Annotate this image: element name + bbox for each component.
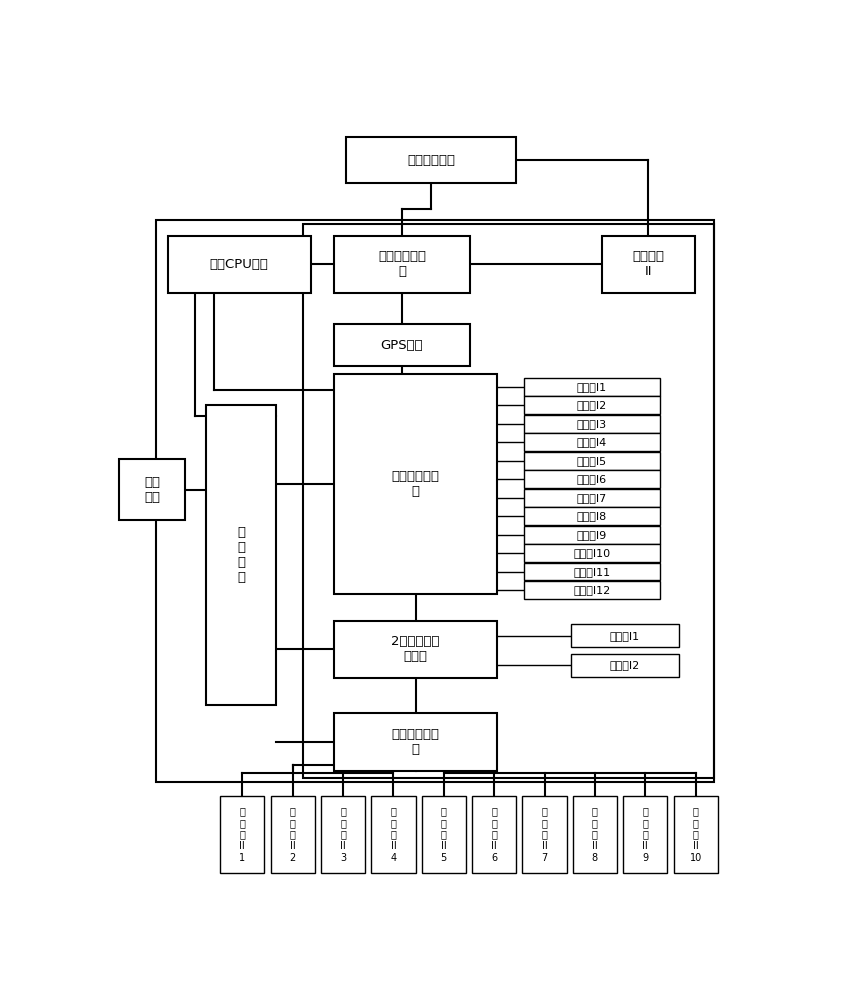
Text: 光接口I3: 光接口I3	[576, 419, 607, 429]
FancyBboxPatch shape	[571, 624, 679, 647]
Text: 光接口I8: 光接口I8	[576, 511, 607, 521]
Text: 电接口I2: 电接口I2	[609, 660, 640, 670]
FancyBboxPatch shape	[334, 713, 497, 771]
Text: 开
入
接
II
1: 开 入 接 II 1	[239, 806, 246, 863]
FancyBboxPatch shape	[167, 235, 311, 293]
Text: 开
入
接
II
10: 开 入 接 II 10	[690, 806, 702, 863]
FancyBboxPatch shape	[346, 137, 517, 183]
FancyBboxPatch shape	[522, 796, 566, 873]
Text: 电源
接口: 电源 接口	[144, 476, 160, 504]
Text: 光接口I2: 光接口I2	[576, 400, 607, 410]
FancyBboxPatch shape	[422, 796, 466, 873]
Text: 主机CPU模块: 主机CPU模块	[210, 258, 268, 271]
FancyBboxPatch shape	[524, 452, 660, 470]
FancyBboxPatch shape	[220, 796, 264, 873]
FancyBboxPatch shape	[524, 526, 660, 544]
Text: 光接口I12: 光接口I12	[573, 585, 610, 595]
FancyBboxPatch shape	[321, 796, 365, 873]
Text: 电接口I1: 电接口I1	[609, 631, 640, 641]
FancyBboxPatch shape	[524, 489, 660, 507]
FancyBboxPatch shape	[623, 796, 668, 873]
Text: 电
源
模
块: 电 源 模 块	[237, 526, 245, 584]
FancyBboxPatch shape	[602, 235, 695, 293]
FancyBboxPatch shape	[524, 378, 660, 396]
FancyBboxPatch shape	[206, 405, 276, 705]
FancyBboxPatch shape	[524, 470, 660, 488]
FancyBboxPatch shape	[334, 324, 470, 366]
Text: 开
入
接
II
2: 开 入 接 II 2	[289, 806, 295, 863]
FancyBboxPatch shape	[524, 544, 660, 562]
FancyBboxPatch shape	[271, 796, 315, 873]
Text: 开入量转换模
块: 开入量转换模 块	[392, 728, 440, 756]
FancyBboxPatch shape	[524, 433, 660, 451]
Text: 开
入
接
II
7: 开 入 接 II 7	[541, 806, 548, 863]
FancyBboxPatch shape	[524, 396, 660, 414]
FancyBboxPatch shape	[371, 796, 415, 873]
FancyBboxPatch shape	[524, 563, 660, 580]
Text: 以太网转换模
块: 以太网转换模 块	[378, 250, 426, 278]
Text: 2兆电接口转
换模块: 2兆电接口转 换模块	[392, 635, 440, 663]
Text: 以太网接
II: 以太网接 II	[632, 250, 664, 278]
Text: 开
入
接
II
8: 开 入 接 II 8	[592, 806, 598, 863]
Text: 光接口I6: 光接口I6	[576, 474, 607, 484]
Text: 光接口转换模
块: 光接口转换模 块	[392, 470, 440, 498]
FancyBboxPatch shape	[571, 654, 679, 677]
Text: 组态控制单元: 组态控制单元	[407, 154, 455, 167]
FancyBboxPatch shape	[334, 235, 470, 293]
Text: 光接口I10: 光接口I10	[573, 548, 610, 558]
Text: 光接口I4: 光接口I4	[576, 437, 607, 447]
FancyBboxPatch shape	[524, 507, 660, 525]
Text: 开
入
接
II
6: 开 入 接 II 6	[491, 806, 497, 863]
FancyBboxPatch shape	[334, 374, 497, 594]
Text: 开
入
接
II
3: 开 入 接 II 3	[340, 806, 346, 863]
FancyBboxPatch shape	[472, 796, 517, 873]
FancyBboxPatch shape	[120, 459, 186, 520]
Text: 开
入
接
II
4: 开 入 接 II 4	[391, 806, 397, 863]
Text: 光接口I1: 光接口I1	[576, 382, 607, 392]
Text: 光接口I11: 光接口I11	[573, 567, 610, 577]
FancyBboxPatch shape	[573, 796, 617, 873]
FancyBboxPatch shape	[674, 796, 717, 873]
Text: 开
入
接
II
9: 开 入 接 II 9	[642, 806, 648, 863]
Text: 光接口I5: 光接口I5	[576, 456, 607, 466]
Text: 光接口I7: 光接口I7	[576, 493, 607, 503]
FancyBboxPatch shape	[524, 581, 660, 599]
Text: 开
入
接
II
5: 开 入 接 II 5	[441, 806, 447, 863]
Text: GPS模块: GPS模块	[381, 339, 423, 352]
FancyBboxPatch shape	[334, 620, 497, 678]
Text: 光接口I9: 光接口I9	[576, 530, 607, 540]
FancyBboxPatch shape	[524, 415, 660, 433]
